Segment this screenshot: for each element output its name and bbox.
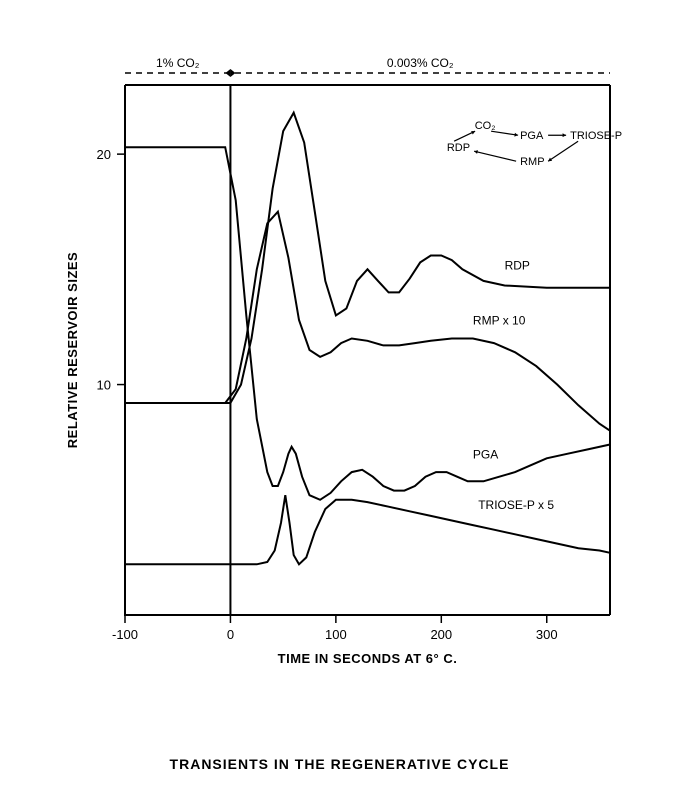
svg-text:-100: -100 (112, 627, 138, 642)
svg-text:TRIOSE-P x 5: TRIOSE-P x 5 (478, 498, 554, 512)
svg-text:PGA: PGA (473, 447, 498, 461)
svg-text:1% CO₂: 1% CO₂ (156, 56, 200, 70)
svg-text:RELATIVE RESERVOIR SIZES: RELATIVE RESERVOIR SIZES (65, 252, 80, 448)
svg-text:RDP: RDP (505, 258, 530, 272)
series-PGA (125, 147, 610, 500)
svg-text:20: 20 (97, 147, 111, 162)
svg-text:0: 0 (227, 627, 234, 642)
svg-text:RMP: RMP (520, 156, 544, 168)
svg-text:PGA: PGA (520, 130, 544, 142)
svg-text:TRIOSE-P: TRIOSE-P (570, 130, 622, 142)
svg-text:10: 10 (97, 378, 111, 393)
chart-svg: 10 20 -100 0 100 200 300 TIME IN SECONDS AT 6° … (50, 50, 630, 690)
svg-text:0.003% CO₂: 0.003% CO₂ (387, 56, 454, 70)
svg-text:TIME IN SECONDS AT 6° C.: TIME IN SECONDS AT 6° C. (278, 651, 458, 666)
chart-container: 10 20 -100 0 100 200 300 TIME IN SECONDS AT 6° … (50, 50, 630, 690)
svg-text:RDP: RDP (447, 142, 470, 154)
svg-text:300: 300 (536, 627, 558, 642)
svg-text:100: 100 (325, 627, 347, 642)
page: 10 20 -100 0 100 200 300 TIME IN SECONDS AT 6° … (0, 0, 679, 800)
svg-text:CO₂: CO₂ (475, 120, 496, 132)
series-RMPx10 (125, 212, 610, 431)
svg-text:RMP x 10: RMP x 10 (473, 314, 526, 328)
svg-text:200: 200 (430, 627, 452, 642)
chart-caption: TRANSIENTS IN THE REGENERATIVE CYCLE (0, 756, 679, 772)
